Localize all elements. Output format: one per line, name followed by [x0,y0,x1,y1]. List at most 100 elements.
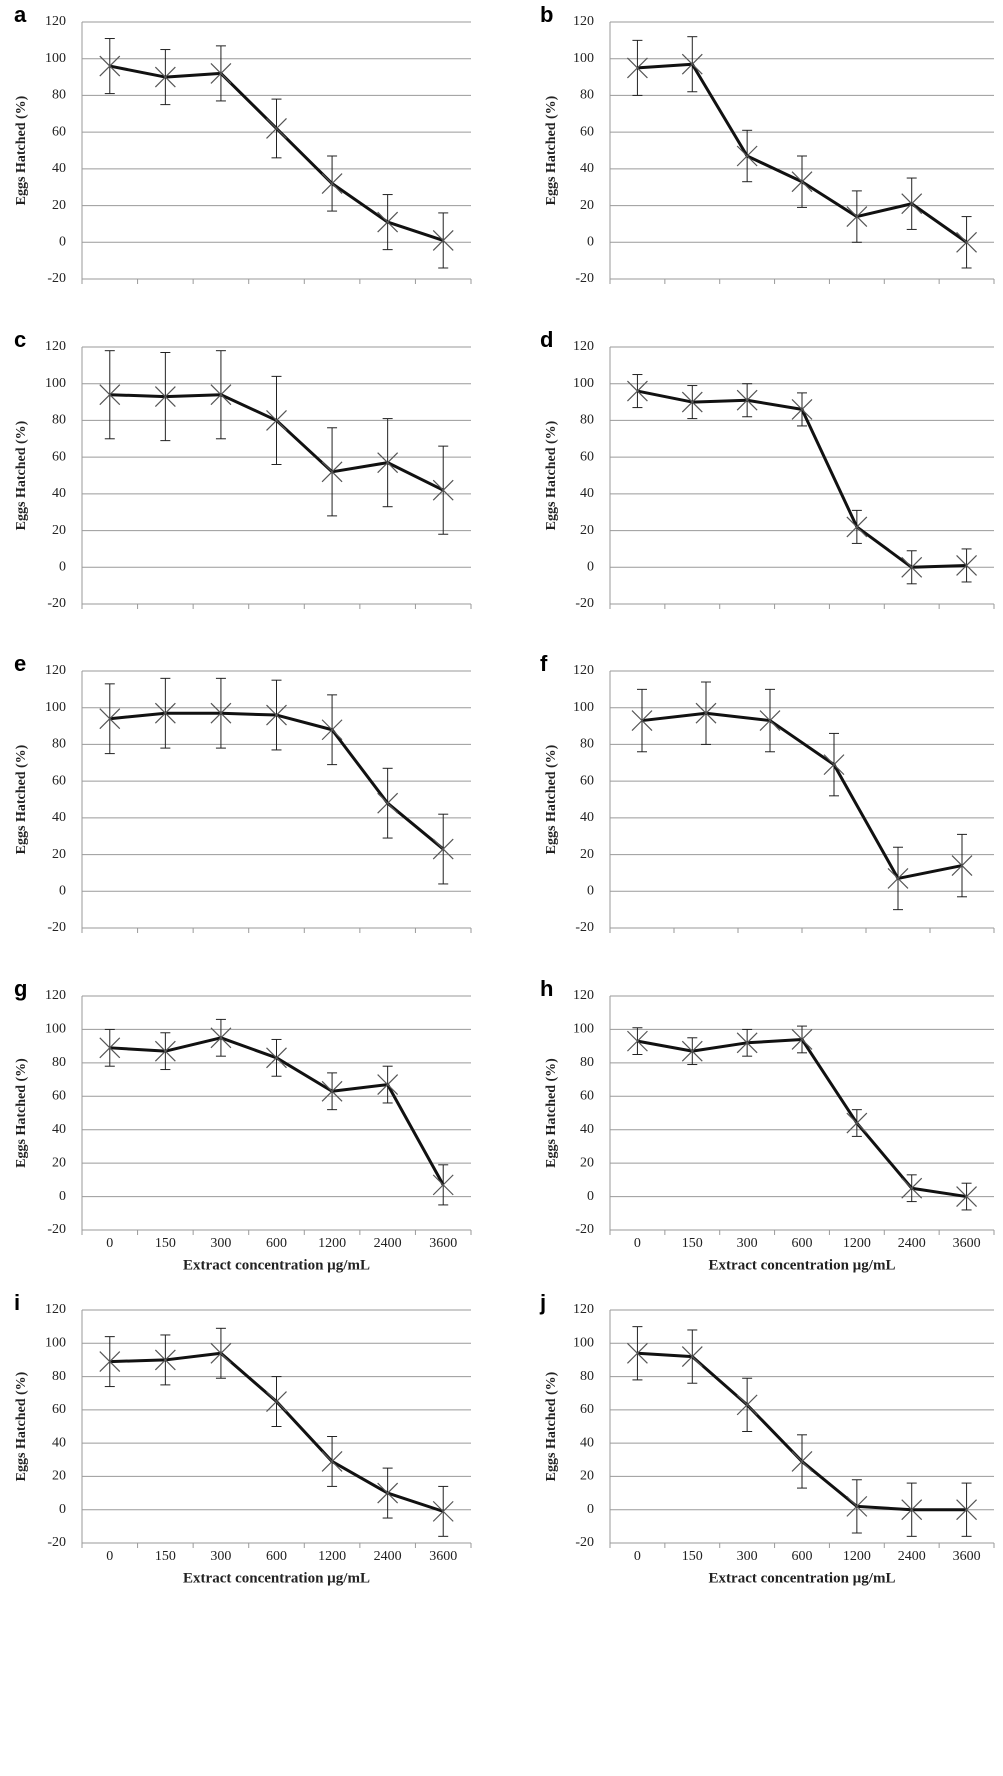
marker [791,1029,813,1050]
marker [951,855,973,877]
y-tick-label: -20 [47,271,66,286]
y-tick-label: 40 [580,486,594,501]
y-tick-label: -20 [575,920,594,935]
y-tick-label: 80 [52,413,66,428]
marker [154,386,176,407]
y-tick-label: 100 [573,51,594,66]
marker [266,118,287,139]
chart-title: d [540,327,553,352]
y-tick-label: 60 [52,449,66,464]
marker [695,702,717,724]
y-tick-label: 0 [59,1502,66,1517]
y-tick-label: 80 [580,88,594,103]
y-tick-label: 120 [573,663,594,678]
y-tick-label: -20 [47,596,66,611]
marker [321,719,343,741]
y-tick-label: 120 [573,14,594,29]
y-tick-label: 120 [45,988,66,1003]
marker [321,461,343,483]
marker [901,1177,923,1199]
y-tick-label: 40 [580,1435,594,1450]
marker [956,231,977,253]
marker [99,708,121,730]
chart-title: a [14,2,27,27]
x-axis-title: Extract concentration µg/mL [709,1570,896,1586]
y-axis-title: Eggs Hatched (%) [544,95,559,205]
y-tick-label: 40 [580,810,594,825]
y-tick-label: 60 [580,1089,594,1104]
y-tick-label: 100 [573,700,594,715]
y-tick-label: 100 [45,51,66,66]
y-tick-label: 0 [587,884,594,899]
marker [956,1499,977,1521]
y-tick-label: 0 [587,1189,594,1204]
y-tick-label: 100 [45,700,66,715]
y-tick-label: 20 [52,1469,66,1484]
marker [901,1499,923,1521]
x-tick-label: 0 [634,1236,641,1251]
data-line [641,711,963,880]
marker [736,389,758,411]
x-tick-label: 3600 [953,1549,981,1564]
y-tick-label: 100 [45,1336,66,1351]
y-tick-label: -20 [575,271,594,286]
x-axis-title: Extract concentration µg/mL [709,1257,896,1273]
marker [210,384,232,406]
marker [823,754,845,776]
x-tick-label: 1200 [318,1236,346,1251]
y-tick-label: -20 [47,1222,66,1237]
y-tick-label: 120 [45,14,66,29]
y-tick-label: 100 [45,376,66,391]
marker [901,556,923,578]
marker [432,1500,454,1522]
y-tick-label: 20 [580,1155,594,1170]
y-tick-label: 60 [52,1089,66,1104]
marker [681,1346,703,1368]
x-tick-label: 2400 [898,1236,926,1251]
y-tick-label: 80 [580,1055,594,1070]
y-axis-title: Eggs Hatched (%) [14,1371,29,1481]
y-tick-label: 100 [573,1336,594,1351]
marker [887,868,909,889]
y-tick-label: 20 [52,1155,66,1170]
y-tick-label: 0 [59,1189,66,1204]
y-tick-label: 80 [580,1369,594,1384]
y-tick-label: 60 [580,1402,594,1417]
y-tick-label: 60 [52,1402,66,1417]
y-tick-label: 20 [52,198,66,213]
marker [154,1349,176,1371]
marker [736,1032,758,1054]
marker [432,230,454,251]
y-tick-label: 40 [52,1435,66,1450]
marker [759,710,781,731]
x-tick-label: 600 [266,1236,287,1251]
marker [846,1495,868,1517]
marker [846,516,868,538]
x-tick-label: 3600 [953,1236,981,1251]
marker [377,1482,399,1504]
y-tick-label: 80 [580,413,594,428]
marker [791,1451,813,1472]
marker [377,211,399,233]
y-tick-label: 0 [59,235,66,250]
y-tick-label: 0 [587,235,594,250]
marker [210,62,232,84]
marker [631,710,653,731]
marker [901,193,923,215]
marker [321,1080,343,1102]
marker [956,1186,977,1207]
y-tick-label: 20 [52,523,66,538]
x-tick-label: 150 [682,1549,703,1564]
y-tick-label: 60 [52,773,66,788]
chart-title: j [539,1290,546,1315]
y-axis-title: Eggs Hatched (%) [544,1058,559,1168]
marker [956,555,977,576]
y-tick-label: 80 [52,1055,66,1070]
y-tick-label: 80 [52,88,66,103]
x-tick-label: 2400 [898,1549,926,1564]
y-tick-label: 0 [587,560,594,575]
x-tick-label: 0 [106,1236,113,1251]
chart-title: e [14,651,26,676]
